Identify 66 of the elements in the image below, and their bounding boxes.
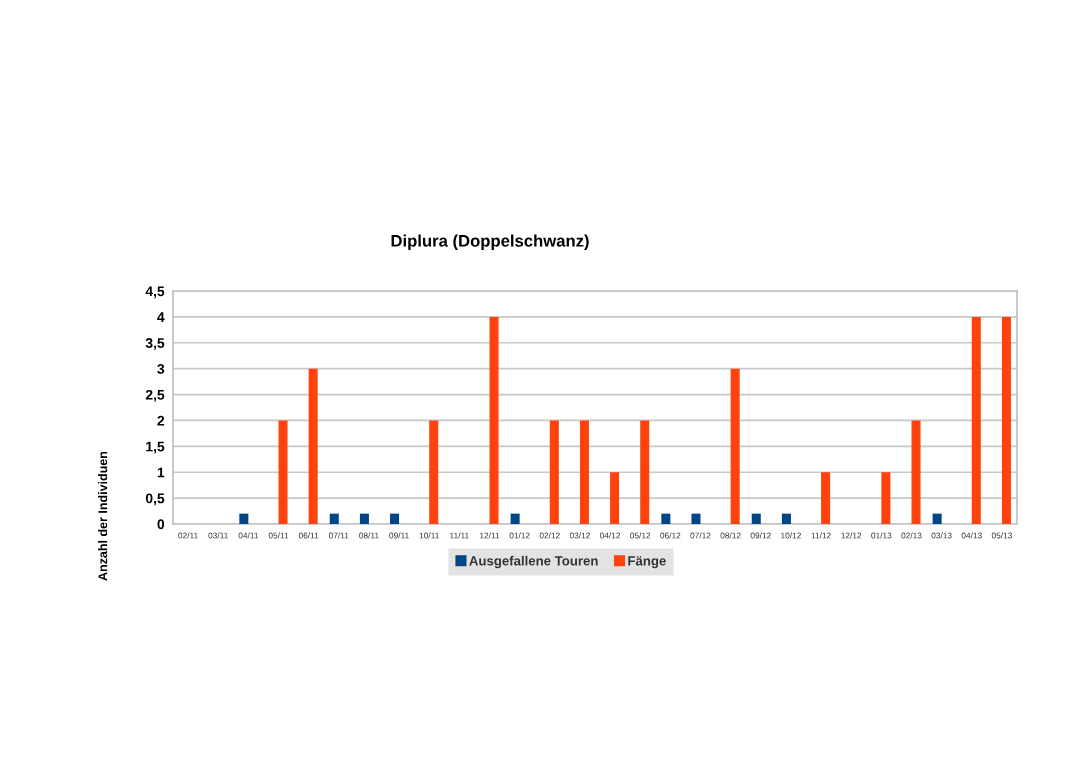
y-tick-label: 3	[157, 364, 165, 374]
y-axis-title: Anzahl der Individuen	[98, 451, 108, 581]
bar	[359, 513, 369, 524]
bar	[911, 420, 921, 524]
bar	[579, 420, 589, 524]
y-tick-label: 2,5	[145, 389, 165, 402]
x-tick-label: 07/12	[690, 532, 711, 539]
x-tick-label: 04/12	[599, 532, 621, 539]
x-tick-label: 05/13	[991, 532, 1012, 539]
x-tick-label: 05/11	[268, 532, 289, 539]
x-tick-label: 03/11	[208, 532, 228, 539]
x-tick-label: 08/11	[359, 532, 379, 539]
bar	[971, 316, 981, 524]
x-tick-label: 03/13	[931, 532, 952, 539]
legend-label: Fänge	[628, 556, 666, 569]
x-tick-label: 02/12	[539, 532, 560, 539]
y-tick-label: 4,5	[145, 286, 165, 299]
x-tick-label: 07/11	[328, 532, 349, 539]
x-tick-label: 11/11	[450, 532, 469, 539]
x-tick-label: 12/12	[841, 532, 862, 539]
bar	[881, 472, 891, 524]
x-tick-label: 10/11	[419, 532, 439, 539]
y-tick-label: 2	[157, 415, 165, 426]
bar	[610, 472, 620, 524]
x-tick-label: 03/12	[569, 532, 590, 539]
bar	[549, 420, 559, 524]
x-tick-label: 04/11	[238, 532, 259, 539]
x-tick-label: 11/12	[811, 532, 831, 539]
bar	[239, 513, 249, 524]
y-tick-label: 1	[157, 467, 165, 478]
x-tick-label: 05/12	[630, 532, 651, 539]
bar	[640, 420, 650, 524]
bar	[1001, 316, 1011, 524]
chart-title: Diplura (Doppelschwanz)	[391, 234, 589, 251]
bar	[781, 513, 791, 524]
y-tick-label: 1,5	[146, 441, 165, 454]
bar	[329, 513, 339, 524]
x-tick-label: 02/13	[901, 532, 922, 539]
bar	[308, 368, 318, 524]
bar	[751, 513, 761, 524]
y-tick-label: 0	[157, 519, 165, 530]
x-tick-label: 01/13	[871, 532, 892, 539]
y-tick-label: 0,5	[145, 493, 165, 506]
bar	[821, 472, 831, 524]
bar	[510, 513, 520, 524]
x-tick-label: 06/12	[660, 532, 681, 539]
x-tick-label: 09/11	[389, 532, 409, 539]
x-tick-label: 02/11	[178, 532, 198, 539]
x-tick-label: 06/11	[298, 532, 319, 539]
x-tick-label: 10/12	[781, 532, 801, 539]
legend-label: Ausgefallene Touren	[469, 555, 598, 569]
bar	[730, 368, 740, 524]
bar	[489, 316, 499, 524]
bar	[691, 513, 701, 524]
y-tick-label: 3,5	[145, 338, 165, 350]
x-tick-label: 09/12	[750, 532, 771, 539]
bar	[278, 420, 288, 524]
bar	[661, 513, 671, 524]
y-tick-label: 4	[157, 312, 165, 322]
x-tick-label: 01/12	[509, 532, 530, 539]
x-tick-label: 12/11	[480, 532, 500, 539]
x-tick-label: 08/12	[720, 532, 741, 539]
bar	[390, 513, 400, 524]
bar	[429, 420, 439, 524]
bar	[932, 513, 942, 524]
x-tick-label: 04/13	[961, 532, 982, 539]
